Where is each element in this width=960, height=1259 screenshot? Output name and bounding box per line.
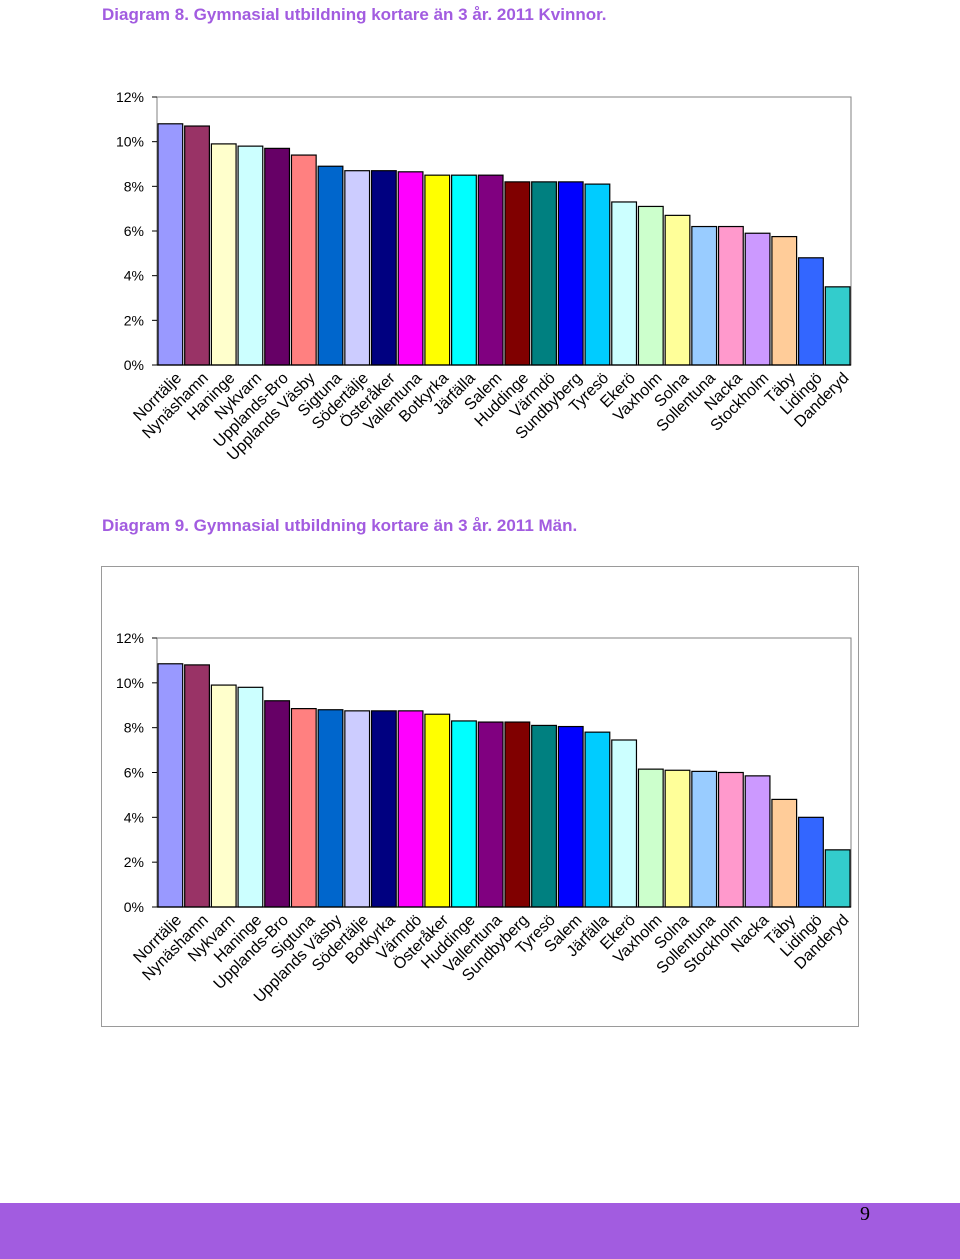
bar bbox=[637, 205, 664, 366]
page-footer: 9 bbox=[0, 1203, 960, 1259]
bar bbox=[531, 724, 557, 908]
bar bbox=[264, 147, 291, 366]
bar bbox=[611, 201, 638, 366]
y-tick-label: 10% bbox=[116, 675, 144, 691]
bar bbox=[504, 721, 531, 908]
y-tick-label: 6% bbox=[124, 765, 144, 781]
bar bbox=[771, 798, 798, 908]
bar bbox=[824, 286, 851, 366]
bar bbox=[504, 181, 531, 366]
bar bbox=[691, 770, 718, 908]
bar bbox=[290, 154, 317, 366]
y-tick-label: 12% bbox=[116, 89, 144, 105]
bar bbox=[424, 174, 451, 366]
y-tick-label: 6% bbox=[124, 223, 144, 239]
bar bbox=[290, 708, 317, 908]
bar bbox=[744, 775, 771, 908]
bar bbox=[157, 123, 184, 366]
bar bbox=[370, 710, 397, 908]
y-tick-label: 10% bbox=[116, 134, 144, 150]
chart1-title: Diagram 8. Gymnasial utbildning kortare … bbox=[102, 5, 607, 24]
bar bbox=[184, 664, 210, 908]
bar bbox=[210, 143, 237, 366]
bar bbox=[237, 686, 264, 908]
bar bbox=[717, 771, 744, 908]
y-tick-label: 12% bbox=[116, 630, 144, 646]
bar bbox=[691, 225, 718, 366]
bar bbox=[424, 713, 451, 908]
bar bbox=[344, 710, 371, 908]
bar bbox=[798, 816, 824, 908]
bar bbox=[771, 235, 798, 366]
bar bbox=[317, 165, 344, 366]
bar bbox=[798, 257, 824, 366]
bar bbox=[477, 174, 504, 366]
bar bbox=[451, 174, 477, 366]
bar bbox=[531, 181, 557, 366]
y-tick-label: 0% bbox=[124, 357, 144, 373]
bar bbox=[637, 768, 664, 908]
chart1-svg: 0%2%4%6%8%10%12%NorrtäljeNynäshamnHaning… bbox=[116, 89, 853, 464]
bar bbox=[717, 225, 744, 366]
y-tick-label: 8% bbox=[124, 720, 144, 736]
bar bbox=[744, 232, 771, 366]
bar bbox=[157, 663, 184, 908]
bar bbox=[370, 170, 397, 366]
bar bbox=[664, 769, 691, 908]
bar bbox=[584, 183, 611, 366]
y-tick-label: 4% bbox=[124, 268, 144, 284]
bar bbox=[451, 720, 477, 908]
chart2-title: Diagram 9. Gymnasial utbildning kortare … bbox=[102, 516, 578, 535]
bar bbox=[824, 849, 851, 908]
bar bbox=[557, 181, 584, 366]
y-tick-label: 4% bbox=[124, 809, 144, 825]
bar bbox=[584, 731, 611, 908]
bar bbox=[210, 684, 237, 908]
y-tick-label: 2% bbox=[124, 312, 144, 328]
bar bbox=[477, 721, 504, 908]
bar bbox=[557, 725, 584, 908]
bar bbox=[317, 709, 344, 908]
chart2-svg: 0%2%4%6%8%10%12%NorrtäljeNynäshamnNykvar… bbox=[116, 630, 853, 1006]
y-tick-label: 2% bbox=[124, 854, 144, 870]
y-tick-label: 8% bbox=[124, 178, 144, 194]
bar bbox=[611, 739, 638, 908]
bar bbox=[397, 710, 424, 908]
page-number: 9 bbox=[860, 1203, 870, 1225]
chart2-frame bbox=[101, 566, 859, 1027]
bar bbox=[264, 700, 291, 908]
y-tick-label: 0% bbox=[124, 899, 144, 915]
